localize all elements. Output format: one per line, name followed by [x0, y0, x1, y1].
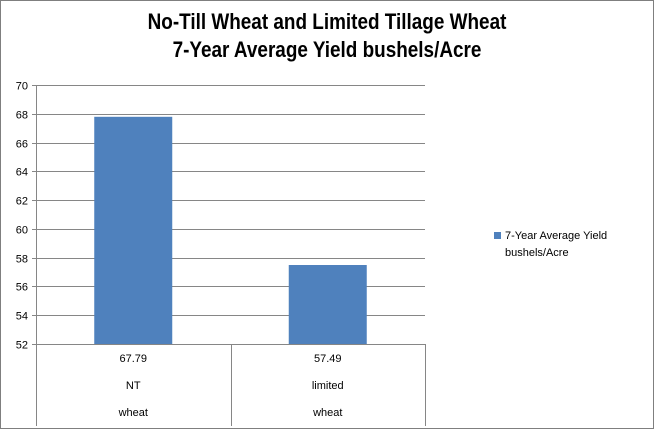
bar: [288, 265, 367, 344]
y-tick-label: 56: [16, 282, 28, 294]
y-tick-label: 64: [16, 167, 28, 179]
data-label: 67.79: [119, 353, 147, 365]
y-tick-label: 70: [16, 81, 28, 93]
y-tick-label: 66: [16, 139, 28, 151]
bar: [94, 116, 173, 345]
y-tick-label: 54: [16, 311, 28, 323]
y-tick-label: 58: [16, 254, 28, 266]
legend-label: 7-Year Average Yield bushels/Acre: [505, 230, 608, 259]
category-label-line-2: wheat: [118, 407, 148, 419]
legend-swatch: [494, 232, 501, 239]
chart-title-line-1: No-Till Wheat and Limited Tillage Wheat: [147, 9, 507, 34]
y-tick-label: 52: [16, 340, 28, 352]
chart-title: No-Till Wheat and Limited Tillage Wheat …: [46, 8, 608, 64]
category-label-line-1: limited: [312, 380, 344, 392]
y-tick-label: 62: [16, 196, 28, 208]
y-tick-label: 68: [16, 110, 28, 122]
data-label: 57.49: [314, 353, 342, 365]
category-label-line-1: NT: [126, 380, 141, 392]
category-label-line-2: wheat: [312, 407, 342, 419]
chart-title-line-2: 7-Year Average Yield bushels/Acre: [172, 37, 482, 62]
y-tick-label: 60: [16, 225, 28, 237]
